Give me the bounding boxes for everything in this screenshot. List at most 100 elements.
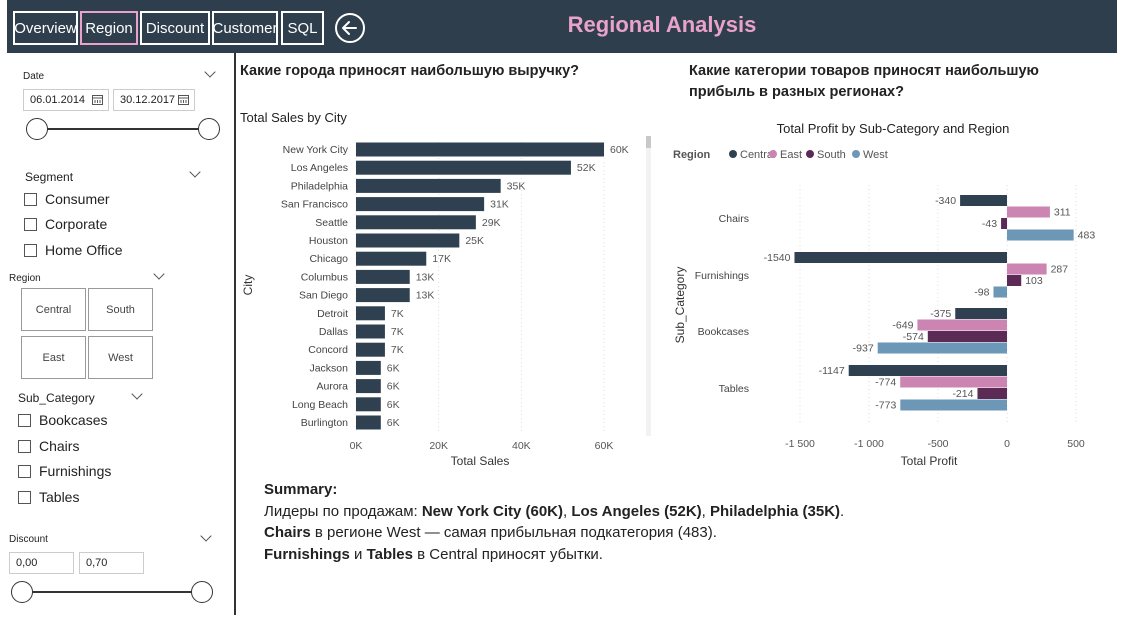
- bar: [356, 142, 604, 157]
- x-tick-label: 0: [1004, 438, 1010, 450]
- bar: [356, 379, 381, 394]
- subcategory-option-bookcases[interactable]: Bookcases: [18, 412, 107, 428]
- tab-region[interactable]: Region: [80, 11, 138, 45]
- y-tick-label: Aurora: [316, 381, 348, 393]
- data-label: -375: [930, 308, 951, 320]
- checkbox[interactable]: [18, 413, 31, 427]
- sidebar-divider: [234, 53, 236, 615]
- legend-title: Region: [673, 149, 711, 161]
- x-tick-label: 500: [1067, 438, 1085, 450]
- x-tick-label: 40K: [512, 440, 531, 452]
- subcategory-option-tables[interactable]: Tables: [18, 489, 79, 505]
- data-label: -773: [875, 400, 896, 412]
- data-label: -937: [853, 343, 874, 355]
- data-label: 6K: [387, 417, 400, 429]
- summary-text: Summary: Лидеры по продажам: New York Ci…: [264, 479, 844, 565]
- summary-line-2: Chairs в регионе West — самая прибыльная…: [264, 524, 717, 541]
- discount-slider-start-handle[interactable]: [11, 581, 33, 603]
- summary-heading: Summary:: [264, 481, 338, 498]
- data-label: -43: [982, 218, 997, 230]
- chevron-down-icon[interactable]: [153, 268, 165, 280]
- page-title: Regional Analysis: [567, 12, 757, 37]
- date-slider-start-handle[interactable]: [26, 118, 48, 140]
- checkbox[interactable]: [18, 490, 31, 504]
- y-tick-label: Chairs: [719, 213, 749, 225]
- subcategory-option-chairs[interactable]: Chairs: [18, 438, 79, 454]
- discount-slider-end-handle[interactable]: [191, 581, 213, 603]
- segment-option-home-office[interactable]: Home Office: [24, 242, 123, 258]
- data-label: 6K: [387, 362, 400, 374]
- right-question-line1: Какие категории товаров приносят наиболь…: [689, 63, 1039, 79]
- discount-filter-label: Discount: [9, 534, 48, 545]
- tab-customer[interactable]: Customer: [212, 11, 278, 45]
- discount-max-field[interactable]: 0,70: [79, 552, 144, 574]
- checkbox[interactable]: [24, 192, 37, 206]
- data-label: 25K: [465, 235, 484, 247]
- bar: [1007, 275, 1022, 286]
- x-tick-label: -1 500: [785, 438, 815, 450]
- data-label: 13K: [416, 271, 435, 283]
- data-label: 29K: [482, 217, 501, 229]
- data-label: -574: [903, 331, 924, 343]
- chevron-down-icon[interactable]: [189, 166, 201, 178]
- date-start-value: 06.01.2014: [30, 94, 86, 106]
- segment-option-corporate[interactable]: Corporate: [24, 216, 107, 232]
- bar: [356, 269, 410, 284]
- bar: [960, 195, 1007, 206]
- bar: [356, 324, 385, 339]
- x-tick-label: 0K: [350, 440, 363, 452]
- tab-sql[interactable]: SQL: [281, 11, 324, 45]
- date-end-field[interactable]: 30.12.2017: [113, 89, 195, 111]
- region-tile-west[interactable]: West: [88, 336, 153, 379]
- x-tick-label: 20K: [429, 440, 448, 452]
- checkbox[interactable]: [18, 439, 31, 453]
- checkbox[interactable]: [18, 464, 31, 478]
- bar: [356, 233, 460, 248]
- chart-title: Total Sales by City: [240, 110, 347, 125]
- data-label: 6K: [387, 399, 400, 411]
- data-label: -340: [935, 195, 956, 207]
- checkbox[interactable]: [24, 217, 37, 231]
- y-tick-label: Furnishings: [695, 270, 749, 282]
- data-label: 7K: [391, 308, 404, 320]
- bar: [917, 319, 1007, 331]
- tab-discount[interactable]: Discount: [140, 11, 210, 45]
- tab-overview[interactable]: Overview: [13, 11, 78, 45]
- data-label: 483: [1078, 230, 1096, 242]
- bar: [977, 388, 1007, 399]
- sales-by-city-chart: Total Sales by City 0K 20K 40K 60K New York C…: [240, 110, 651, 468]
- arrow-left-icon: [342, 21, 357, 35]
- bar: [356, 306, 385, 321]
- checkbox[interactable]: [24, 243, 37, 257]
- back-button[interactable]: [335, 13, 365, 43]
- y-tick-label: Detroit: [317, 308, 348, 320]
- bar: [877, 342, 1007, 354]
- bar: [356, 415, 381, 430]
- chevron-down-icon[interactable]: [204, 66, 216, 78]
- data-label: 13K: [416, 290, 435, 302]
- chevron-down-icon[interactable]: [131, 388, 143, 400]
- segment-filter-label: Segment: [25, 170, 74, 184]
- x-tick-label: -500: [927, 438, 948, 450]
- date-slider-end-handle[interactable]: [198, 118, 220, 140]
- chart-title: Total Profit by Sub-Category and Region: [777, 121, 1010, 136]
- segment-option-consumer[interactable]: Consumer: [24, 191, 110, 207]
- bar: [356, 397, 381, 412]
- discount-min-field[interactable]: 0,00: [9, 552, 74, 574]
- data-label: 17K: [432, 253, 451, 265]
- y-tick-label: Los Angeles: [291, 162, 348, 174]
- y-tick-label: Concord: [308, 344, 348, 356]
- data-label: 6K: [387, 381, 400, 393]
- y-tick-label: Houston: [309, 235, 348, 247]
- y-tick-label: San Francisco: [281, 199, 348, 211]
- y-tick-label: Chicago: [309, 253, 348, 265]
- subcategory-option-furnishings[interactable]: Furnishings: [18, 463, 111, 479]
- legend-marker: [769, 150, 777, 158]
- region-tile-central[interactable]: Central: [21, 288, 86, 331]
- chevron-down-icon[interactable]: [200, 530, 212, 542]
- region-tile-east[interactable]: East: [21, 336, 86, 379]
- date-slider-track: [37, 128, 209, 130]
- bar: [927, 331, 1007, 342]
- date-start-field[interactable]: 06.01.2014: [23, 89, 109, 111]
- region-tile-south[interactable]: South: [88, 288, 153, 331]
